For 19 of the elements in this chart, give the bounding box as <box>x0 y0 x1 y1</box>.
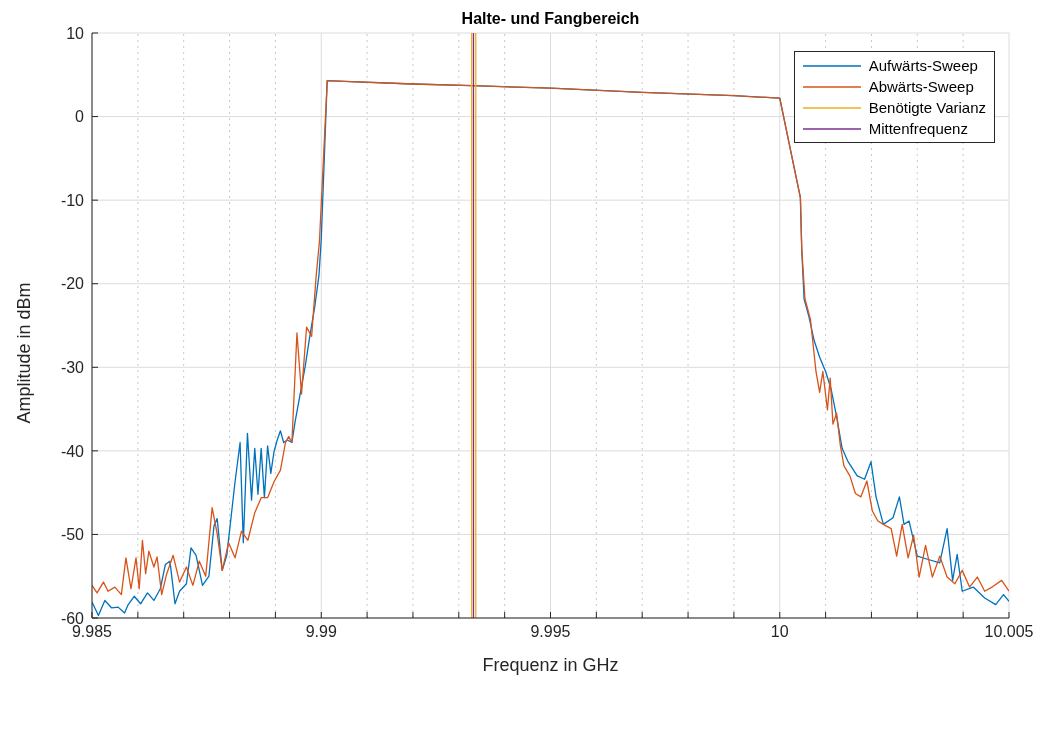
x-tick-label: 10.005 <box>984 623 1034 641</box>
x-tick-label: 9.985 <box>71 623 113 641</box>
x-tick-label: 10 <box>770 623 789 641</box>
legend-label: Abwärts-Sweep <box>868 77 974 97</box>
x-tick-label: 9.99 <box>305 623 337 641</box>
x-axis-title: Frequenz in GHz <box>482 655 619 675</box>
y-tick-label: 10 <box>66 24 85 42</box>
y-tick-label: -20 <box>60 275 85 293</box>
y-axis-title: Amplitude in dBm <box>14 282 34 424</box>
y-tick-label: -40 <box>60 442 85 460</box>
y-tick-label: -30 <box>60 358 85 376</box>
y-tick-label: 0 <box>75 108 85 126</box>
legend-label: Aufwärts-Sweep <box>868 56 978 76</box>
x-tick-label: 9.995 <box>530 623 571 641</box>
legend-label: Mittenfrequenz <box>868 119 968 139</box>
y-tick-label: -50 <box>60 526 85 544</box>
y-tick-label: -10 <box>60 191 85 209</box>
legend-label: Benötigte Varianz <box>868 98 986 118</box>
chart-title: Halte- und Fangbereich <box>461 10 640 27</box>
